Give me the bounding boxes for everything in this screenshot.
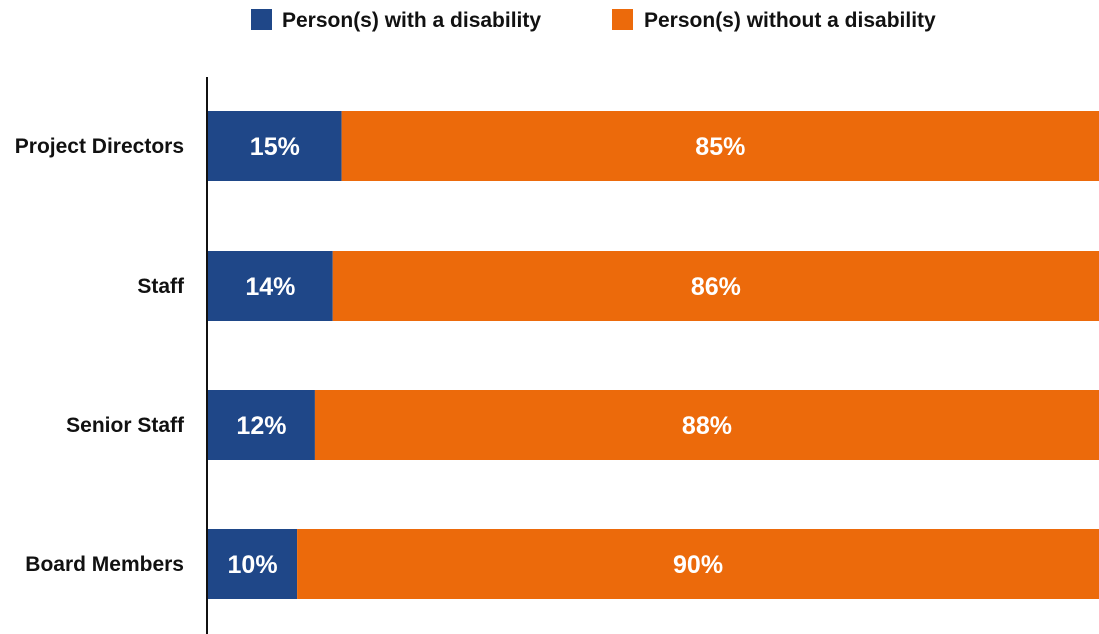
chart-legend: Person(s) with a disability Person(s) wit… — [251, 9, 936, 32]
legend-swatch-0 — [251, 9, 272, 30]
bar-2-0 — [208, 390, 315, 460]
data-label-1-0: 14% — [245, 273, 295, 301]
category-label-1: Staff — [137, 275, 185, 298]
data-label-1-1: 86% — [691, 273, 741, 301]
data-label-0-1: 85% — [695, 133, 745, 161]
data-label-3-0: 10% — [228, 551, 278, 579]
legend-label-1: Person(s) without a disability — [644, 9, 936, 32]
data-label-3-1: 90% — [673, 551, 723, 579]
bar-group: 15% 85% 14% 86% 12% 88% 10% 90% — [208, 111, 1099, 599]
bar-3-1 — [297, 529, 1099, 599]
bar-1-1 — [332, 251, 1099, 321]
bar-0-0 — [208, 111, 342, 181]
legend-label-0: Person(s) with a disability — [282, 9, 541, 32]
bar-3-0 — [208, 529, 298, 599]
bar-2-1 — [314, 390, 1099, 460]
category-label-0: Project Directors — [15, 135, 184, 158]
category-label-2: Senior Staff — [66, 414, 185, 437]
data-label-2-1: 88% — [682, 412, 732, 440]
legend-swatch-1 — [612, 9, 633, 30]
data-label-0-0: 15% — [250, 133, 300, 161]
category-label-3: Board Members — [25, 553, 184, 576]
bar-0-1 — [341, 111, 1099, 181]
data-label-2-0: 12% — [236, 412, 286, 440]
bar-1-0 — [208, 251, 333, 321]
category-labels: Project Directors Staff Senior Staff Board … — [15, 135, 185, 576]
